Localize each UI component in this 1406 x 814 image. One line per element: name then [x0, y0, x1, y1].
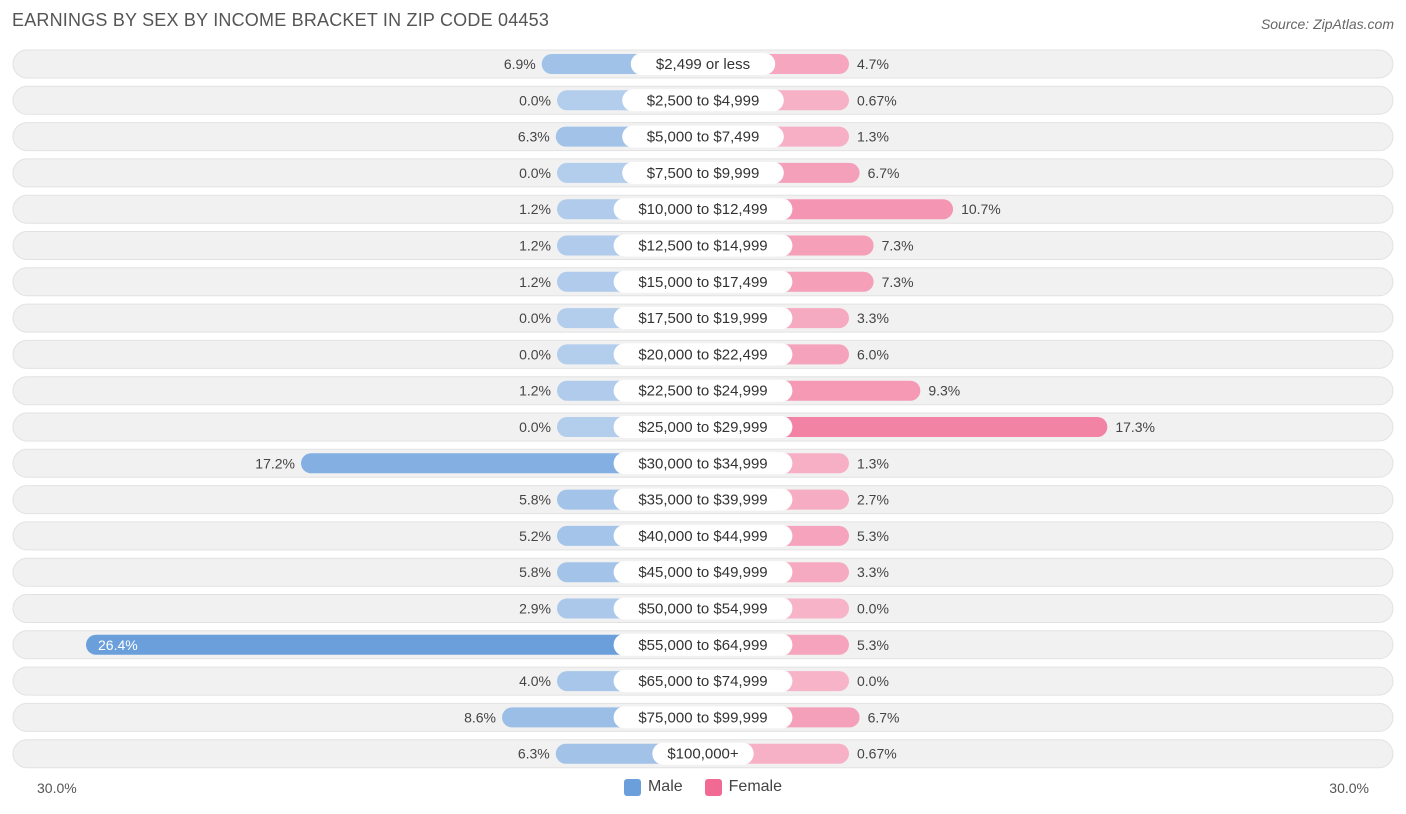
- category-label: $100,000+: [667, 746, 739, 763]
- category-label-pill: [622, 125, 784, 148]
- female-value-label: 0.67%: [857, 92, 897, 108]
- male-value-label: 26.4%: [98, 637, 138, 653]
- male-bar: [86, 634, 703, 655]
- category-label: $50,000 to $54,999: [638, 601, 767, 618]
- category-label-pill: [613, 343, 793, 366]
- female-value-label: 6.7%: [868, 165, 900, 181]
- female-value-label: 3.3%: [857, 310, 889, 326]
- category-label-pill: [613, 561, 793, 584]
- male-value-label: 6.9%: [504, 56, 536, 72]
- male-value-label: 0.0%: [519, 419, 551, 435]
- legend-female-label: Female: [728, 778, 783, 795]
- chart-title: EARNINGS BY SEX BY INCOME BRACKET IN ZIP…: [12, 10, 550, 30]
- female-value-label: 5.3%: [857, 528, 889, 544]
- category-label: $55,000 to $64,999: [638, 637, 767, 654]
- category-label: $35,000 to $39,999: [638, 492, 767, 509]
- category-label-pill: [613, 416, 793, 438]
- legend-item-male[interactable]: Male: [623, 778, 683, 796]
- category-label: $2,499 or less: [656, 56, 750, 73]
- category-label: $15,000 to $17,499: [638, 274, 767, 291]
- category-label: $10,000 to $12,499: [638, 201, 767, 218]
- legend-male-label: Male: [647, 778, 683, 795]
- axis-max-label: 30.0%: [1329, 780, 1369, 796]
- category-label: $40,000 to $44,999: [638, 528, 767, 545]
- axis-min-label: 30.0%: [37, 780, 77, 796]
- male-value-label: 5.2%: [519, 528, 551, 544]
- male-bar: [301, 453, 703, 474]
- category-label: $75,000 to $99,999: [638, 709, 767, 726]
- legend: Male Female: [0, 778, 1406, 796]
- category-label: $65,000 to $74,999: [638, 673, 767, 690]
- female-value-label: 1.3%: [857, 129, 889, 145]
- female-value-label: 4.7%: [857, 56, 889, 72]
- male-value-label: 1.2%: [519, 383, 551, 399]
- male-value-label: 6.3%: [518, 129, 550, 145]
- category-label: $20,000 to $22,499: [638, 346, 767, 363]
- female-value-label: 0.0%: [857, 673, 889, 689]
- female-value-label: 7.3%: [882, 238, 914, 254]
- male-value-label: 0.0%: [519, 346, 551, 362]
- category-label-pill: [613, 307, 793, 330]
- category-label-pill: [613, 379, 793, 402]
- category-label-pill: [622, 161, 784, 184]
- male-value-label: 1.2%: [519, 238, 551, 254]
- category-label: $2,500 to $4,999: [647, 92, 760, 109]
- category-label-pill: [613, 633, 793, 656]
- male-value-label: 5.8%: [519, 492, 551, 508]
- male-value-label: 0.0%: [519, 165, 551, 181]
- category-label: $17,500 to $19,999: [638, 310, 767, 327]
- category-label-pill: [613, 198, 793, 221]
- female-value-label: 6.7%: [868, 709, 900, 725]
- female-value-label: 5.3%: [857, 637, 889, 653]
- category-label: $45,000 to $49,999: [638, 564, 767, 581]
- category-label: $25,000 to $29,999: [638, 419, 767, 436]
- male-swatch: [623, 778, 641, 796]
- female-bar: [703, 417, 1108, 437]
- female-value-label: 1.3%: [857, 455, 889, 471]
- category-label: $12,500 to $14,999: [638, 238, 767, 255]
- male-value-label: 5.8%: [519, 564, 551, 580]
- category-label: $22,500 to $24,999: [638, 383, 767, 400]
- category-label-pill: [613, 452, 793, 475]
- category-label-pill: [613, 670, 793, 693]
- female-value-label: 7.3%: [882, 274, 914, 290]
- male-value-label: 17.2%: [255, 455, 295, 471]
- category-label-pill: [622, 89, 784, 112]
- category-label-pill: [613, 706, 793, 729]
- category-label: $30,000 to $34,999: [638, 455, 767, 472]
- male-value-label: 6.3%: [518, 746, 550, 762]
- female-value-label: 10.7%: [961, 201, 1001, 217]
- female-value-label: 3.3%: [857, 564, 889, 580]
- male-value-label: 0.0%: [519, 92, 551, 108]
- female-value-label: 17.3%: [1115, 419, 1155, 435]
- source-note: Source: ZipAtlas.com: [1260, 16, 1394, 32]
- female-value-label: 2.7%: [857, 492, 889, 508]
- category-label-pill: [613, 270, 793, 293]
- male-value-label: 1.2%: [519, 274, 551, 290]
- male-value-label: 2.9%: [519, 601, 551, 617]
- male-value-label: 8.6%: [464, 709, 496, 725]
- category-label-pill: [613, 524, 793, 547]
- category-label: $5,000 to $7,499: [647, 129, 760, 146]
- female-value-label: 9.3%: [928, 383, 960, 399]
- category-label: $7,500 to $9,999: [647, 165, 760, 182]
- legend-item-female[interactable]: Female: [704, 778, 783, 796]
- female-swatch: [704, 778, 722, 796]
- female-value-label: 0.67%: [857, 746, 897, 762]
- category-label-pill: [613, 234, 793, 257]
- category-label-pill: [613, 597, 793, 620]
- category-label-pill: [652, 742, 754, 765]
- male-value-label: 1.2%: [519, 201, 551, 217]
- category-label-pill: [613, 488, 793, 511]
- category-label-pill: [630, 53, 776, 75]
- female-value-label: 6.0%: [857, 346, 889, 362]
- female-value-label: 0.0%: [857, 601, 889, 617]
- male-value-label: 0.0%: [519, 310, 551, 326]
- male-value-label: 4.0%: [519, 673, 551, 689]
